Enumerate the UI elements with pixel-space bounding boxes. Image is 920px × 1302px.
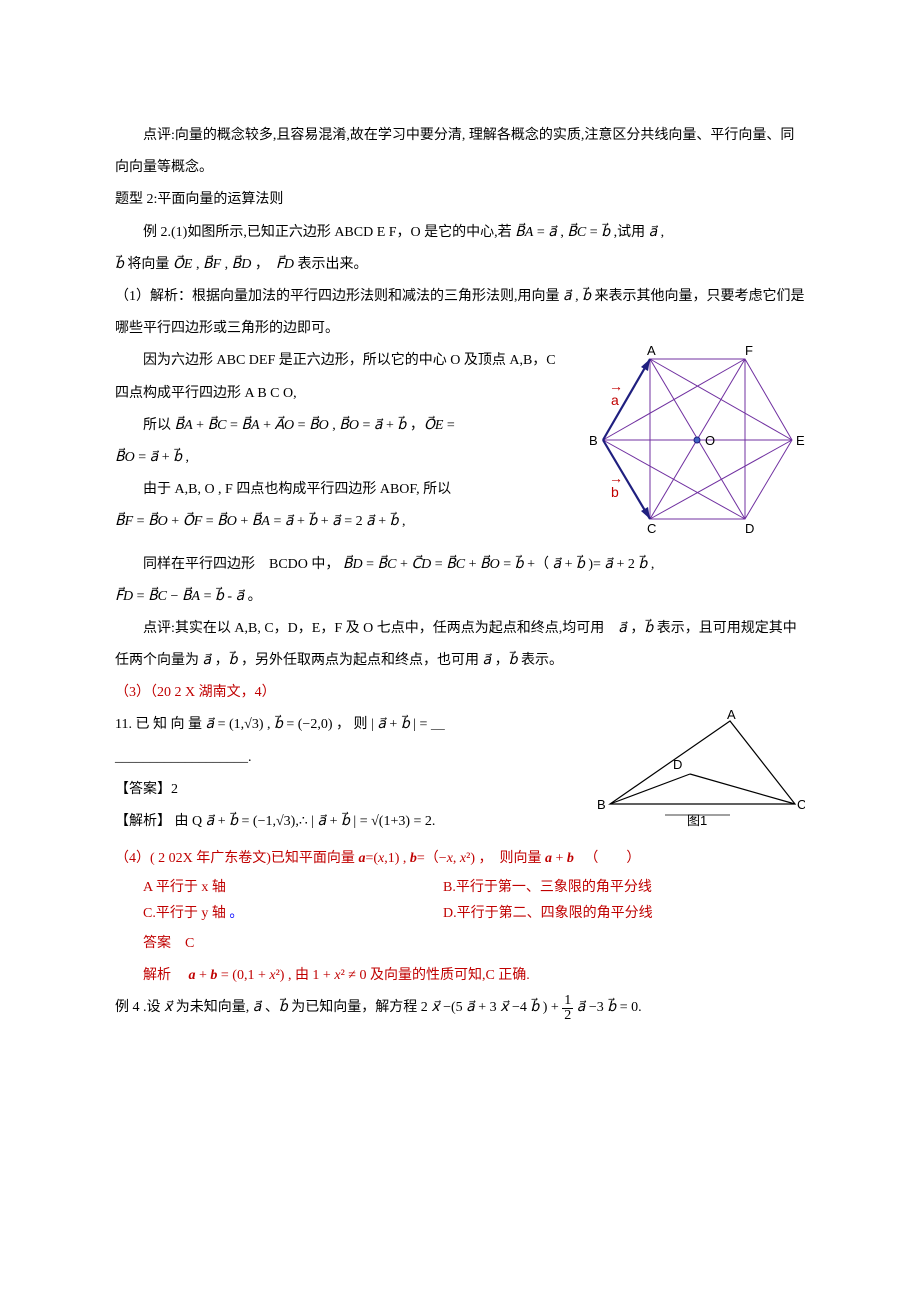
q3-head: （3）（20 2 X 湖南文，4） xyxy=(115,677,805,709)
text: ， 则向量 xyxy=(478,851,545,866)
comment-2: 点评:其实在以 A,B, C，D，E，F 及 O 七点中，任两点为起点和终点,均… xyxy=(115,613,805,677)
q4-line: （4）( 2 02X 年广东卷文)已知平面向量 a=(x,1) , b=（−x,… xyxy=(115,843,805,875)
svg-text:D: D xyxy=(673,757,682,772)
formula: a + b xyxy=(545,851,574,866)
text: C.平行于 y 轴 xyxy=(143,906,226,921)
solution-1g: 同样在平行四边形 BCDO 中， B⃗D = B⃗C + C⃗D = B⃗C +… xyxy=(115,549,805,581)
formula: b=（−x, x²) xyxy=(410,851,475,866)
text: （1）解析：根据向量加法的平行四边形法则和减法的三角形法则,用向量 xyxy=(115,289,563,304)
solution-1c: 因为六边形 ABC DEF 是正六边形，所以它的中心 O 及顶点 A,B，C 四… xyxy=(115,345,573,409)
text: （4）( 2 02X 年广东卷文)已知平面向量 xyxy=(115,851,358,866)
formula: a=(x,1) xyxy=(358,851,399,866)
formula: a⃗ = (1,√3) , b⃗ = (−2,0) xyxy=(205,717,332,732)
formula: | a⃗ + b⃗ | xyxy=(371,717,416,732)
option-A: A 平行于 x 轴 xyxy=(143,875,443,902)
option-row-2: C.平行于 y 轴 。 D.平行于第二、四象限的角平分线 xyxy=(143,901,805,928)
option-row-1: A 平行于 x 轴 B.平行于第一、三象限的角平分线 xyxy=(143,875,805,902)
text: 为已知向量，解方程 2 xyxy=(291,1000,431,1015)
text: 为未知向量, xyxy=(176,1000,253,1015)
text: 同样在平行四边形 BCDO 中， xyxy=(143,557,339,572)
formula: Q a⃗ + b⃗ = (−1,√3),∴ | a⃗ + b⃗ | = √(1+… xyxy=(192,814,435,829)
formula: B⃗A + B⃗C = B⃗A + A⃗O = B⃗O , B⃗O = a⃗ +… xyxy=(175,418,455,433)
example2-line2: b⃗ 将向量 O⃗E , B⃗F , B⃗D ， F⃗D 表示出来。 xyxy=(115,249,805,281)
text: A 平行于 x 轴 xyxy=(143,880,226,895)
q11-line: 11. 已 知 向 量 a⃗ = (1,√3) , b⃗ = (−2,0) ， … xyxy=(115,709,575,741)
hexagon-figure: A F B E C D O → a → b xyxy=(585,345,805,548)
answer2: 答案 C xyxy=(115,928,805,960)
example2-line1: 例 2.(1)如图所示,已知正六边形 ABCD E F，O 是它的中心,若 B⃗… xyxy=(115,217,805,249)
text: 将向量 xyxy=(124,257,173,272)
heading-type2: 题型 2:平面向量的运算法则 xyxy=(115,184,805,216)
q11-blank: ___________________. xyxy=(115,742,575,774)
triangle-svg: A B C D 图1 xyxy=(595,709,805,829)
text: , xyxy=(661,225,665,240)
formula: a + b = (0,1 + x²) , 由 1 + x² ≠ 0 xyxy=(189,968,367,983)
q11-block: 11. 已 知 向 量 a⃗ = (1,√3) , b⃗ = (−2,0) ， … xyxy=(115,709,805,842)
text: （ ） xyxy=(577,851,640,866)
answer-value: 2 xyxy=(171,782,178,797)
solution-1d: 所以 B⃗A + B⃗C = B⃗A + A⃗O = B⃗O , B⃗O = a… xyxy=(115,410,573,442)
answer-label: 【答案】 xyxy=(115,782,171,797)
answer2-expl: 解析 a + b = (0,1 + x²) , 由 1 + x² ≠ 0 及向量… xyxy=(115,960,805,992)
svg-text:B: B xyxy=(597,797,606,812)
formula-BC: B⃗C = b⃗ xyxy=(567,225,610,240)
formula-BA: B⃗A = a⃗ xyxy=(515,225,557,240)
q11-left: 11. 已 知 向 量 a⃗ = (1,√3) , b⃗ = (−2,0) ， … xyxy=(115,709,575,838)
text: 由 xyxy=(175,814,189,829)
svg-text:a: a xyxy=(611,392,619,408)
answer-line: 【答案】2 xyxy=(115,774,575,806)
text: ，另外任取两点为起点和终点，也可用 xyxy=(241,653,483,668)
formula-BD: B⃗D = B⃗C + C⃗D = B⃗C + B⃗O = b⃗ +（ a⃗ +… xyxy=(343,557,654,572)
triangle-figure: A B C D 图1 xyxy=(595,709,805,842)
text: 及向量的性质可知,C 正确. xyxy=(370,968,530,983)
svg-text:E: E xyxy=(796,433,805,448)
text: 。 xyxy=(244,589,262,604)
text: 表示出来。 xyxy=(298,257,368,272)
formula-BF: B⃗F = B⃗O + O⃗F = B⃗O + B⃗A = a⃗ + b⃗ + … xyxy=(115,506,573,538)
svg-text:D: D xyxy=(745,521,754,535)
svg-text:F: F xyxy=(745,345,753,358)
hex-left-text: 因为六边形 ABC DEF 是正六边形，所以它的中心 O 及顶点 A,B，C 四… xyxy=(115,345,573,538)
svg-text:A: A xyxy=(647,345,656,358)
jiexi-label: 【解析】 xyxy=(115,814,171,829)
svg-text:B: B xyxy=(589,433,598,448)
svg-text:b: b xyxy=(611,484,619,500)
text: 所以 xyxy=(143,418,175,433)
text: 点评:其实在以 A,B, C，D，E，F 及 O 七点中，任两点为起点和终点,均… xyxy=(143,621,618,636)
svg-text:C: C xyxy=(797,797,805,812)
option-C: C.平行于 y 轴 。 xyxy=(143,901,443,928)
page: 点评:向量的概念较多,且容易混淆,故在学习中要分清, 理解各概念的实质,注意区分… xyxy=(0,0,920,1085)
svg-text:O: O xyxy=(705,433,715,448)
hex-block: 因为六边形 ABC DEF 是正六边形，所以它的中心 O 及顶点 A,B，C 四… xyxy=(115,345,805,548)
formula-FD: F⃗D = B⃗C − B⃗A = b⃗ - a⃗ 。 xyxy=(115,581,805,613)
comment-1: 点评:向量的概念较多,且容易混淆,故在学习中要分清, 理解各概念的实质,注意区分… xyxy=(115,120,805,184)
solution-1e: 由于 A,B, O , F 四点也构成平行四边形 ABOF, 所以 xyxy=(115,474,573,506)
text: ＿ xyxy=(431,717,445,732)
example4: 例 4 .设 x⃗ 为未知向量, a⃗ 、b⃗ 为已知向量，解方程 2 x⃗ −… xyxy=(115,992,805,1024)
text: 例 2.(1)如图所示,已知正六边形 ABCD E F，O 是它的中心,若 xyxy=(143,225,515,240)
formula-BO: B⃗O = a⃗ + b⃗ , xyxy=(115,442,573,474)
text: 11. 已 知 向 量 xyxy=(115,717,205,732)
blue-dot: 。 xyxy=(229,906,243,921)
options-block: A 平行于 x 轴 B.平行于第一、三象限的角平分线 C.平行于 y 轴 。 D… xyxy=(115,875,805,928)
svg-text:A: A xyxy=(727,709,736,722)
text: ， 则 xyxy=(336,717,371,732)
option-D: D.平行于第二、四象限的角平分线 xyxy=(443,901,653,928)
svg-text:C: C xyxy=(647,521,656,535)
solution-1a: （1）解析：根据向量加法的平行四边形法则和减法的三角形法则,用向量 a⃗ , b… xyxy=(115,281,805,345)
option-B: B.平行于第一、三象限的角平分线 xyxy=(443,875,652,902)
text: ,试用 xyxy=(614,225,649,240)
text: 、 xyxy=(265,1000,279,1015)
formula: −(5 a⃗ + 3 x⃗ −4 b⃗ ) + 12 a⃗ −3 b⃗ = 0. xyxy=(443,1000,642,1015)
text: 解析 xyxy=(143,968,185,983)
hexagon-svg: A F B E C D O → a → b xyxy=(585,345,805,535)
text: 例 4 .设 xyxy=(115,1000,164,1015)
jiexi-line: 【解析】 由 Q a⃗ + b⃗ = (−1,√3),∴ | a⃗ + b⃗ |… xyxy=(115,806,575,838)
text: , xyxy=(403,851,407,866)
text: 表示。 xyxy=(521,653,563,668)
